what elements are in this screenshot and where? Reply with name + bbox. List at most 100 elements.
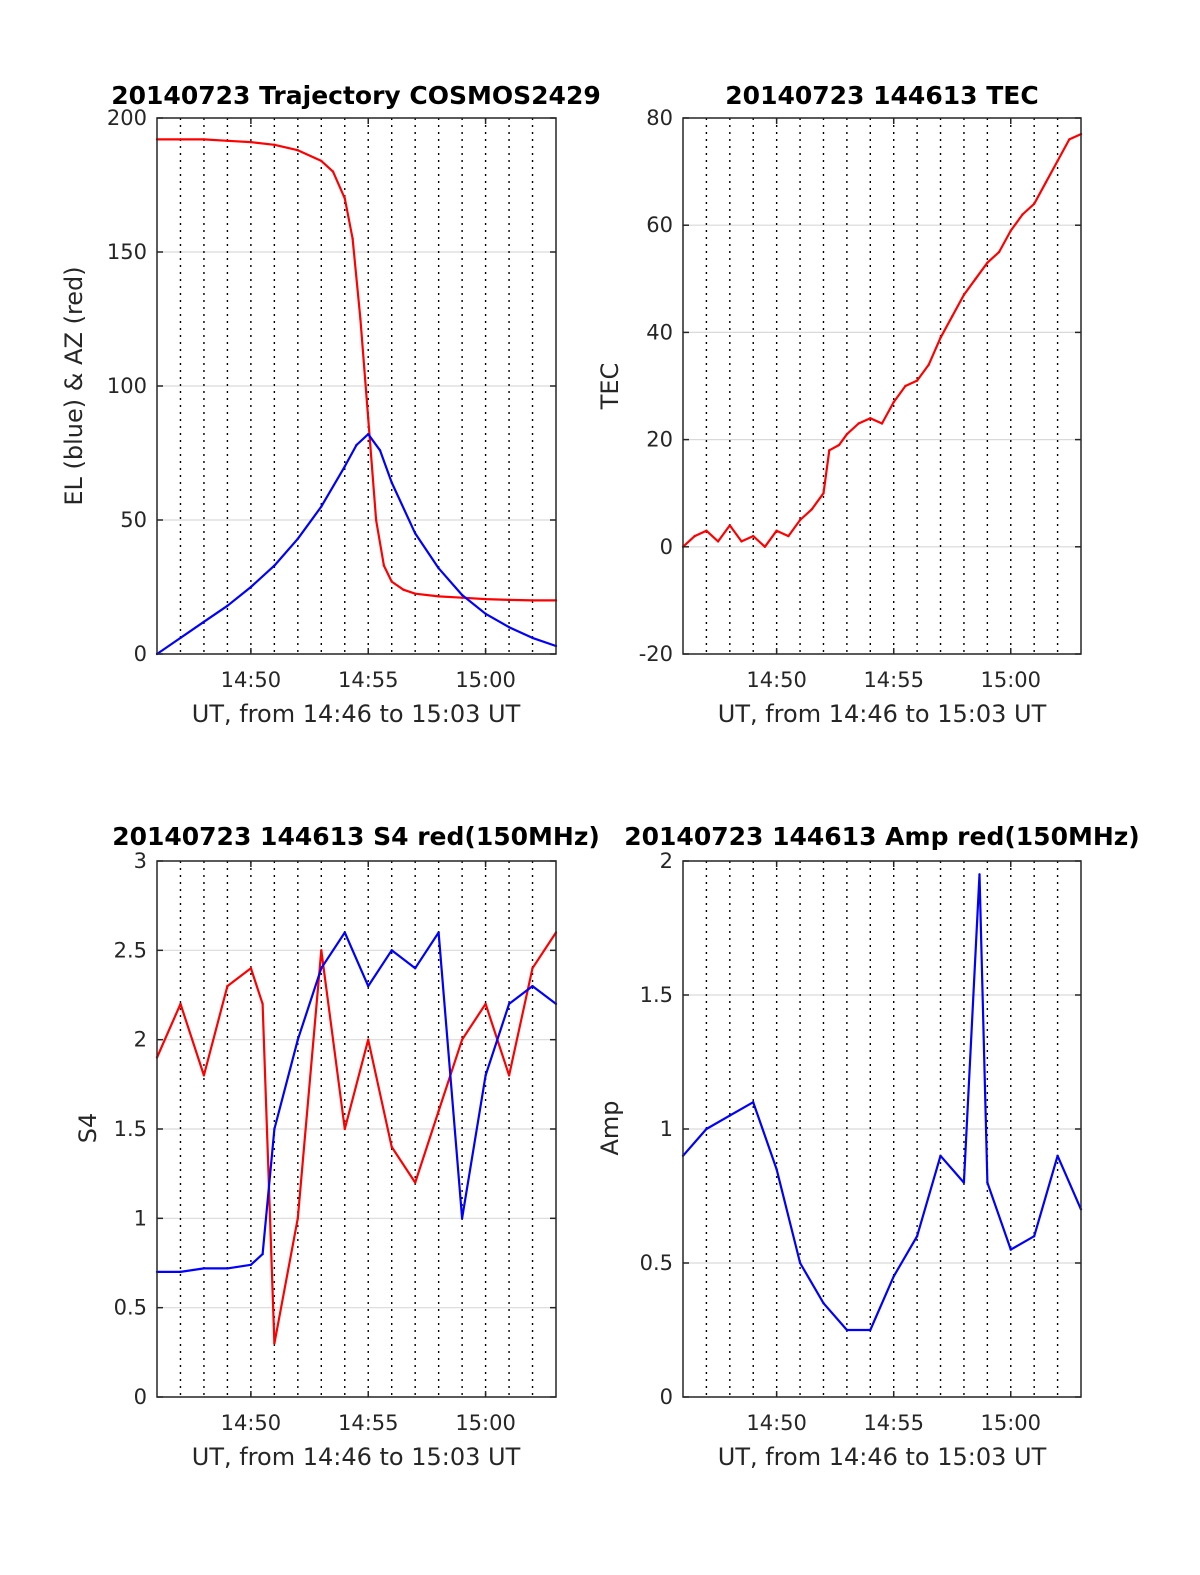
data-point <box>857 422 860 425</box>
data-point <box>986 1181 989 1184</box>
y-axis-label: EL (blue) & AZ (red) <box>60 266 88 505</box>
data-point <box>273 1342 276 1345</box>
data-point <box>798 1261 802 1265</box>
y-tick-label: 50 <box>120 508 147 532</box>
x-axis-label: UT, from 14:46 to 15:03 UT <box>718 1443 1047 1471</box>
chart-s4: 20140723 144613 S4 red(150MHz) 0 0.5 1 1.5 2… <box>74 822 600 1471</box>
data-point <box>705 1127 708 1131</box>
data-point <box>460 596 464 599</box>
data-point <box>343 465 346 468</box>
data-point <box>962 293 966 297</box>
y-tick-label: 3 <box>134 849 147 873</box>
y-tick-label: 100 <box>107 374 147 398</box>
data-point <box>273 143 276 146</box>
x-tick-label: 15:00 <box>980 1411 1041 1435</box>
chart-title: 20140723 144613 Amp red(150MHz) <box>624 822 1140 851</box>
x-tick-label: 15:00 <box>455 668 516 692</box>
axes-frame <box>682 117 1082 655</box>
data-point <box>845 433 849 436</box>
y-tick-label: 0 <box>660 535 673 559</box>
data-point <box>202 620 206 623</box>
data-point <box>962 1181 966 1184</box>
data-point <box>951 315 954 318</box>
data-point <box>1068 138 1071 141</box>
data-point <box>484 597 487 601</box>
data-point <box>249 140 253 144</box>
data-point <box>261 1252 264 1256</box>
data-point <box>507 1002 511 1006</box>
data-point <box>343 931 346 934</box>
data-point <box>752 534 755 538</box>
data-point <box>390 949 393 952</box>
data-point <box>484 1002 487 1006</box>
data-point <box>414 592 417 595</box>
x-tick-label: 14:55 <box>338 668 399 692</box>
data-point <box>367 984 370 988</box>
data-point <box>414 1181 417 1184</box>
data-point <box>437 931 440 934</box>
data-point <box>226 984 229 988</box>
data-point <box>1056 1154 1059 1158</box>
x-axis-label: UT, from 14:46 to 15:03 UT <box>192 700 521 728</box>
x-tick-label: 14:50 <box>746 1411 807 1435</box>
data-point <box>1044 181 1048 184</box>
data-point <box>437 595 440 598</box>
data-point <box>531 967 534 970</box>
data-point <box>296 1217 299 1220</box>
data-point <box>296 537 299 540</box>
y-tick-label: 80 <box>646 106 673 130</box>
data-point <box>460 1038 464 1041</box>
y-tick-label: 2 <box>134 1028 147 1052</box>
data-point <box>740 540 743 543</box>
data-point <box>822 1302 825 1305</box>
data-point <box>273 1127 276 1131</box>
data-point <box>179 1270 182 1274</box>
data-point <box>531 636 534 640</box>
x-tick-label: 15:00 <box>980 668 1041 692</box>
data-point <box>226 139 229 142</box>
chart-title: 20140723 144613 TEC <box>725 81 1038 110</box>
data-point <box>728 524 731 527</box>
data-point <box>939 336 942 339</box>
data-point <box>507 1074 511 1077</box>
data-point <box>1056 159 1059 163</box>
data-point <box>974 277 977 280</box>
data-point <box>390 580 393 583</box>
data-point <box>927 363 930 366</box>
chart-trajectory: 20140723 Trajectory COSMOS2429 0 50 100 150… <box>60 81 601 728</box>
data-point <box>822 492 825 495</box>
x-tick-label: 14:55 <box>338 1411 399 1435</box>
data-point <box>367 1038 370 1041</box>
data-point <box>202 138 206 141</box>
data-point <box>226 604 229 607</box>
y-tick-label: 1.5 <box>114 1117 147 1141</box>
data-point <box>484 612 487 615</box>
data-point <box>1033 1235 1036 1238</box>
data-point <box>775 529 778 532</box>
series-line-1 <box>156 433 557 655</box>
data-point <box>997 250 1001 254</box>
data-point <box>437 1109 440 1113</box>
data-point <box>798 518 802 522</box>
data-point <box>179 636 182 640</box>
data-point <box>390 481 393 484</box>
data-point <box>705 529 708 532</box>
x-tick-label: 14:50 <box>746 668 807 692</box>
y-tick-label: 20 <box>646 428 673 452</box>
data-point <box>915 379 919 382</box>
data-point <box>355 443 358 447</box>
x-tick-label: 14:50 <box>221 668 282 692</box>
y-tick-label: 0.5 <box>114 1296 147 1320</box>
data-point <box>1009 229 1012 232</box>
data-point <box>367 433 370 436</box>
data-point <box>460 593 464 597</box>
data-point <box>390 1145 393 1149</box>
data-point <box>320 159 323 163</box>
y-tick-label: 0 <box>660 1385 673 1409</box>
data-point <box>331 170 335 173</box>
y-tick-label: 150 <box>107 240 147 264</box>
y-tick-label: 2 <box>660 849 673 873</box>
data-point <box>374 518 378 522</box>
data-point <box>869 417 872 420</box>
